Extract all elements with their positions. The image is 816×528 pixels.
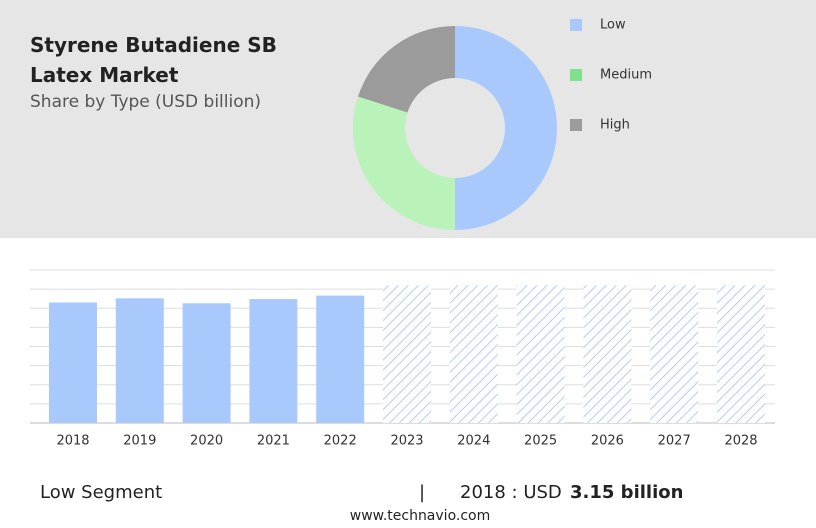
bar <box>449 285 498 423</box>
bar <box>583 285 632 423</box>
x-tick-label: 2026 <box>591 434 624 449</box>
bar <box>249 299 298 423</box>
legend-label: Low <box>600 18 626 33</box>
source: www.technavio.com <box>349 508 491 524</box>
x-tick-label: 2019 <box>123 434 156 449</box>
x-tick-label: 2018 <box>56 434 89 449</box>
x-tick-label: 2022 <box>324 434 357 449</box>
value-label: 3.15 billion <box>570 482 684 503</box>
bar <box>516 285 565 423</box>
x-tick-label: 2021 <box>257 434 290 449</box>
legend-swatch <box>570 119 582 131</box>
subtitle: Share by Type (USD billion) <box>30 92 262 112</box>
bar <box>115 298 164 423</box>
x-tick-label: 2023 <box>390 434 423 449</box>
donut-slice <box>455 26 557 230</box>
legend-label: High <box>600 118 630 133</box>
x-tick-label: 2028 <box>724 434 757 449</box>
x-tick-label: 2024 <box>457 434 490 449</box>
bar <box>650 285 699 423</box>
donut-slice <box>357 26 455 113</box>
bar <box>49 302 97 423</box>
legend-label: Medium <box>600 68 652 83</box>
bar <box>717 285 765 423</box>
x-tick-label: 2025 <box>524 434 557 449</box>
x-tick-label: 2027 <box>658 434 691 449</box>
separator: | <box>419 482 426 503</box>
year-label: 2018 : USD <box>460 482 562 503</box>
legend-swatch <box>570 69 582 81</box>
bar <box>182 303 231 423</box>
donut-slice <box>353 96 455 230</box>
bar <box>316 295 365 423</box>
x-tick-label: 2020 <box>190 434 223 449</box>
bar <box>383 285 431 423</box>
title: Styrene Butadiene SB Latex Market <box>30 33 277 87</box>
legend-swatch <box>570 19 582 31</box>
segment-label: Low Segment <box>40 482 163 503</box>
